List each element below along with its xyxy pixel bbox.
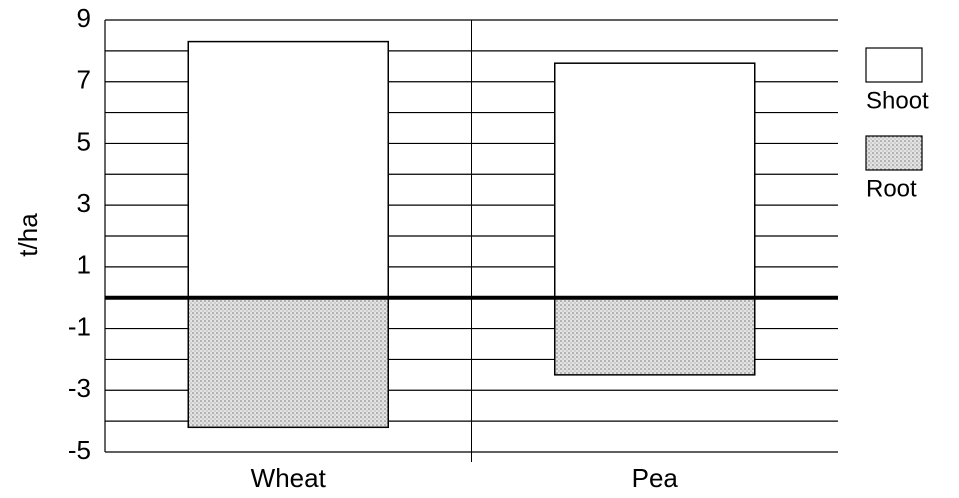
- y-tick-label: -3: [68, 373, 91, 403]
- bar: [554, 296, 756, 376]
- legend-swatch: [865, 135, 923, 171]
- legend-label: Shoot: [866, 87, 929, 114]
- y-tick-label: 5: [77, 126, 91, 156]
- y-tick-label: 7: [77, 65, 91, 95]
- x-tick-label: Wheat: [251, 463, 327, 493]
- y-tick-label: 3: [77, 188, 91, 218]
- y-tick-label: 1: [77, 250, 91, 280]
- bar: [187, 40, 389, 299]
- legend-label: Root: [866, 175, 917, 202]
- y-tick-label: 9: [77, 3, 91, 33]
- y-axis-label: t/ha: [13, 213, 43, 257]
- bar: [187, 296, 389, 429]
- legend-swatch: [865, 47, 923, 83]
- x-tick-label: Pea: [632, 463, 679, 493]
- y-tick-label: -1: [68, 311, 91, 341]
- y-tick-label: -5: [68, 435, 91, 465]
- bar: [554, 62, 756, 299]
